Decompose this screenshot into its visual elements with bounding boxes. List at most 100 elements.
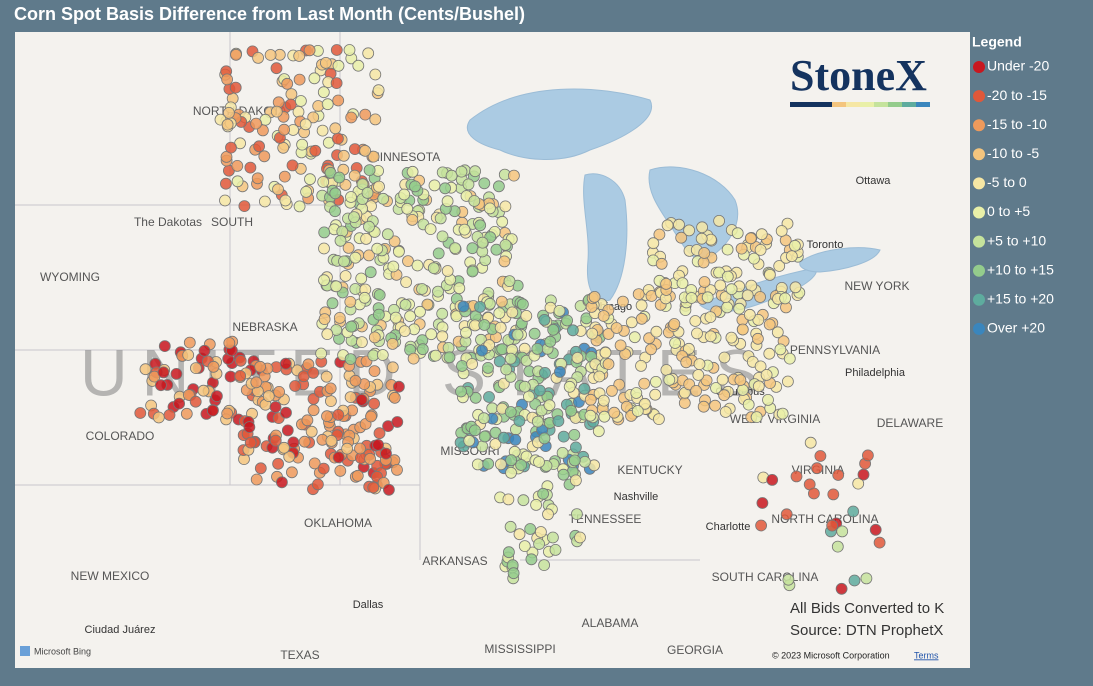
bid-point bbox=[308, 72, 321, 85]
bid-point bbox=[404, 310, 417, 323]
bid-point bbox=[373, 180, 385, 193]
bid-point bbox=[299, 118, 312, 131]
bid-point bbox=[721, 270, 734, 283]
bid-point bbox=[139, 363, 152, 376]
bid-point bbox=[719, 291, 732, 304]
bid-point bbox=[229, 81, 242, 94]
bid-point bbox=[504, 520, 517, 533]
bid-point bbox=[780, 508, 793, 521]
bid-point bbox=[359, 108, 372, 121]
bid-point bbox=[782, 375, 794, 388]
bid-point bbox=[639, 397, 651, 410]
bid-point bbox=[698, 276, 711, 288]
bid-point bbox=[696, 221, 708, 234]
logo-bar bbox=[818, 102, 832, 107]
bid-point bbox=[157, 366, 170, 379]
bid-point bbox=[298, 435, 311, 448]
bid-point bbox=[734, 374, 747, 387]
place-label: Dallas bbox=[353, 599, 384, 611]
bid-point bbox=[414, 305, 426, 318]
bid-point bbox=[710, 382, 722, 394]
bid-point bbox=[391, 416, 404, 428]
bid-point bbox=[482, 361, 494, 374]
bid-point bbox=[293, 73, 306, 86]
bid-point bbox=[321, 328, 334, 341]
bid-point bbox=[238, 200, 251, 213]
bid-point bbox=[697, 400, 710, 413]
bid-point bbox=[345, 320, 358, 333]
place-label: WYOMING bbox=[40, 270, 100, 284]
bid-point bbox=[316, 124, 329, 137]
bid-point bbox=[811, 462, 823, 475]
logo-bar bbox=[832, 102, 846, 107]
bid-point bbox=[406, 213, 419, 226]
bid-point bbox=[649, 388, 662, 401]
bid-point bbox=[330, 77, 343, 89]
bid-point bbox=[307, 366, 320, 379]
bid-point bbox=[760, 368, 773, 381]
bid-point bbox=[445, 169, 458, 182]
bid-point bbox=[252, 52, 265, 64]
logo-bar bbox=[916, 102, 930, 107]
bid-point bbox=[317, 176, 330, 188]
bid-point bbox=[693, 358, 706, 371]
bid-point bbox=[356, 178, 369, 191]
bid-point bbox=[305, 425, 318, 438]
legend-swatch bbox=[973, 206, 985, 219]
logo-bar bbox=[846, 102, 860, 107]
legend-label: +5 to +10 bbox=[987, 232, 1046, 248]
bid-point bbox=[460, 326, 472, 339]
bid-point bbox=[416, 283, 428, 295]
bid-point bbox=[535, 526, 547, 538]
bid-point bbox=[610, 322, 623, 334]
bid-point bbox=[158, 340, 171, 353]
bid-point bbox=[469, 391, 482, 404]
legend-label: -20 to -15 bbox=[987, 87, 1047, 103]
bid-point bbox=[584, 409, 597, 422]
bid-point bbox=[725, 331, 738, 344]
bid-point bbox=[766, 473, 779, 486]
bid-point bbox=[388, 391, 401, 404]
bid-point bbox=[348, 143, 361, 156]
bid-point bbox=[330, 280, 343, 293]
bid-point bbox=[392, 245, 405, 258]
bid-point bbox=[372, 308, 385, 321]
bid-point bbox=[852, 477, 865, 490]
logo: StoneX bbox=[790, 51, 927, 100]
bid-point bbox=[490, 243, 503, 256]
bid-point bbox=[319, 57, 332, 69]
bid-point bbox=[275, 476, 288, 489]
bid-point bbox=[588, 290, 601, 303]
bid-point bbox=[398, 325, 411, 338]
legend-swatch bbox=[973, 322, 985, 335]
bid-point bbox=[253, 140, 266, 153]
bid-point bbox=[638, 377, 651, 390]
bid-point bbox=[498, 255, 511, 268]
bid-point bbox=[358, 291, 371, 304]
bid-point bbox=[411, 259, 424, 272]
bid-point bbox=[331, 132, 344, 145]
legend-label: -10 to -5 bbox=[987, 145, 1039, 161]
bid-point bbox=[736, 384, 749, 396]
bid-point bbox=[538, 432, 551, 445]
bid-point bbox=[779, 292, 791, 305]
bid-point bbox=[309, 144, 322, 157]
bid-point bbox=[285, 88, 298, 100]
logo-bar bbox=[804, 102, 818, 107]
bid-point bbox=[317, 462, 330, 475]
bid-point bbox=[718, 351, 731, 364]
bid-point bbox=[494, 458, 507, 471]
bid-point bbox=[466, 358, 479, 370]
bid-point bbox=[563, 380, 576, 393]
terms-link[interactable]: Terms bbox=[914, 650, 939, 660]
title: Corn Spot Basis Difference from Last Mon… bbox=[14, 4, 525, 24]
bid-point bbox=[635, 312, 648, 325]
bid-point bbox=[483, 202, 496, 215]
bid-point bbox=[293, 200, 306, 213]
bid-point bbox=[364, 266, 377, 279]
bid-point bbox=[386, 337, 399, 350]
bid-point bbox=[355, 336, 368, 349]
bid-point bbox=[478, 430, 491, 443]
bid-point bbox=[197, 384, 210, 397]
